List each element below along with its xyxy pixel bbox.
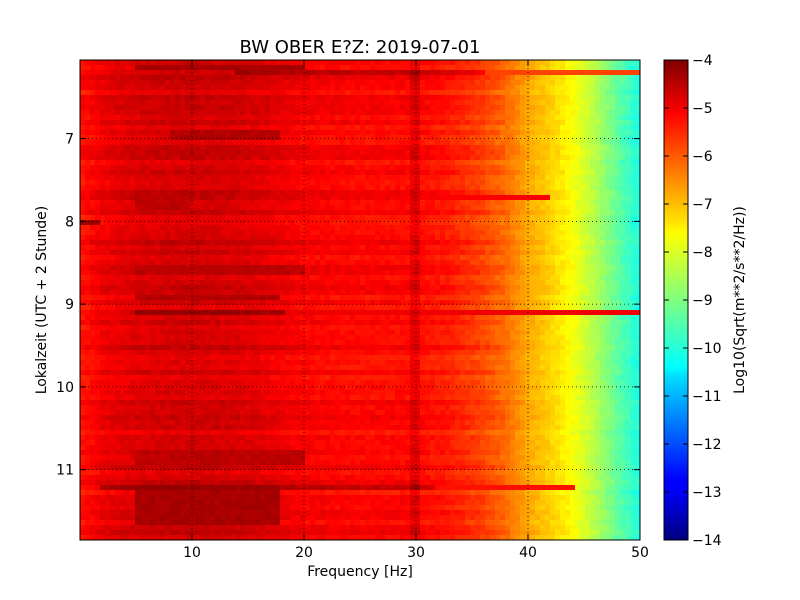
colorbar-tick-label: −8 bbox=[692, 245, 713, 261]
grid-lines bbox=[80, 60, 640, 540]
colorbar-tick-label: −7 bbox=[692, 197, 713, 213]
colorbar-tick-label: −11 bbox=[692, 389, 722, 405]
x-tick-label: 50 bbox=[631, 545, 649, 561]
x-tick-label: 20 bbox=[295, 545, 313, 561]
colorbar-tick-label: −5 bbox=[692, 101, 713, 117]
colorbar-tick-label: −14 bbox=[692, 533, 722, 549]
colorbar-tick-label: −10 bbox=[692, 341, 722, 357]
colorbar-label: Log10(Sqrt(m**2/s**2/Hz)) bbox=[732, 206, 748, 394]
y-tick-label: 7 bbox=[65, 132, 74, 148]
colorbar-tick-label: −13 bbox=[692, 485, 722, 501]
y-axis-ticks: 7 8 9 10 11 bbox=[56, 132, 640, 479]
x-tick-label: 30 bbox=[407, 545, 425, 561]
x-tick-label: 10 bbox=[183, 545, 201, 561]
y-tick-label: 11 bbox=[56, 463, 74, 479]
colorbar-tick-label: −12 bbox=[692, 437, 722, 453]
chart-title: BW OBER E?Z: 2019-07-01 bbox=[240, 37, 481, 58]
colorbar-tick-label: −6 bbox=[692, 149, 713, 165]
x-tick-label: 40 bbox=[519, 545, 537, 561]
x-axis-label: Frequency [Hz] bbox=[307, 564, 413, 580]
colorbar-ticks: −4 −5 −6 −7 −8 −9 −10 −11 −12 −13 −14 bbox=[664, 53, 722, 549]
y-tick-label: 9 bbox=[65, 297, 74, 313]
y-tick-label: 8 bbox=[65, 214, 74, 230]
colorbar: −4 −5 −6 −7 −8 −9 −10 −11 −12 −13 −14 bbox=[663, 53, 722, 549]
plot-frame bbox=[79, 59, 641, 541]
spectrogram-heatmap bbox=[80, 60, 640, 540]
x-axis-ticks: 10 20 30 40 50 bbox=[183, 60, 649, 561]
colorbar-tick-label: −4 bbox=[692, 53, 713, 69]
spectrogram-plot: 10 20 30 40 50 7 8 9 10 11 bbox=[56, 59, 649, 561]
y-tick-label: 10 bbox=[56, 380, 74, 396]
colorbar-tick-label: −9 bbox=[692, 293, 713, 309]
y-axis-label: Lokalzeit (UTC + 2 Stunde) bbox=[34, 206, 50, 395]
